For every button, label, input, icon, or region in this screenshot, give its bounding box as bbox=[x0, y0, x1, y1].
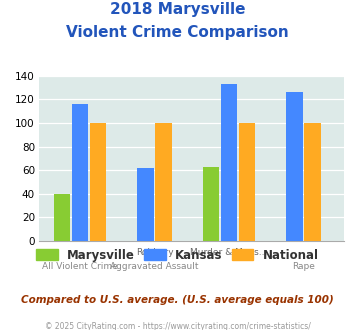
Bar bbox=[90, 123, 106, 241]
Bar bbox=[155, 123, 171, 241]
Bar bbox=[72, 104, 88, 241]
Bar bbox=[203, 167, 219, 241]
Bar bbox=[137, 168, 154, 241]
Bar bbox=[221, 84, 237, 241]
Text: Aggravated Assault: Aggravated Assault bbox=[110, 262, 199, 271]
Text: Murder & Mans...: Murder & Mans... bbox=[190, 248, 268, 257]
Text: Robbery: Robbery bbox=[136, 248, 173, 257]
Bar bbox=[54, 194, 70, 241]
Bar bbox=[304, 123, 321, 241]
Bar bbox=[286, 92, 303, 241]
Text: © 2025 CityRating.com - https://www.cityrating.com/crime-statistics/: © 2025 CityRating.com - https://www.city… bbox=[45, 322, 310, 330]
Text: Rape: Rape bbox=[292, 262, 315, 271]
Text: 2018 Marysville: 2018 Marysville bbox=[110, 2, 245, 16]
Legend: Marysville, Kansas, National: Marysville, Kansas, National bbox=[32, 244, 323, 266]
Text: All Violent Crime: All Violent Crime bbox=[42, 262, 118, 271]
Text: Violent Crime Comparison: Violent Crime Comparison bbox=[66, 25, 289, 40]
Bar bbox=[239, 123, 255, 241]
Text: Compared to U.S. average. (U.S. average equals 100): Compared to U.S. average. (U.S. average … bbox=[21, 295, 334, 305]
